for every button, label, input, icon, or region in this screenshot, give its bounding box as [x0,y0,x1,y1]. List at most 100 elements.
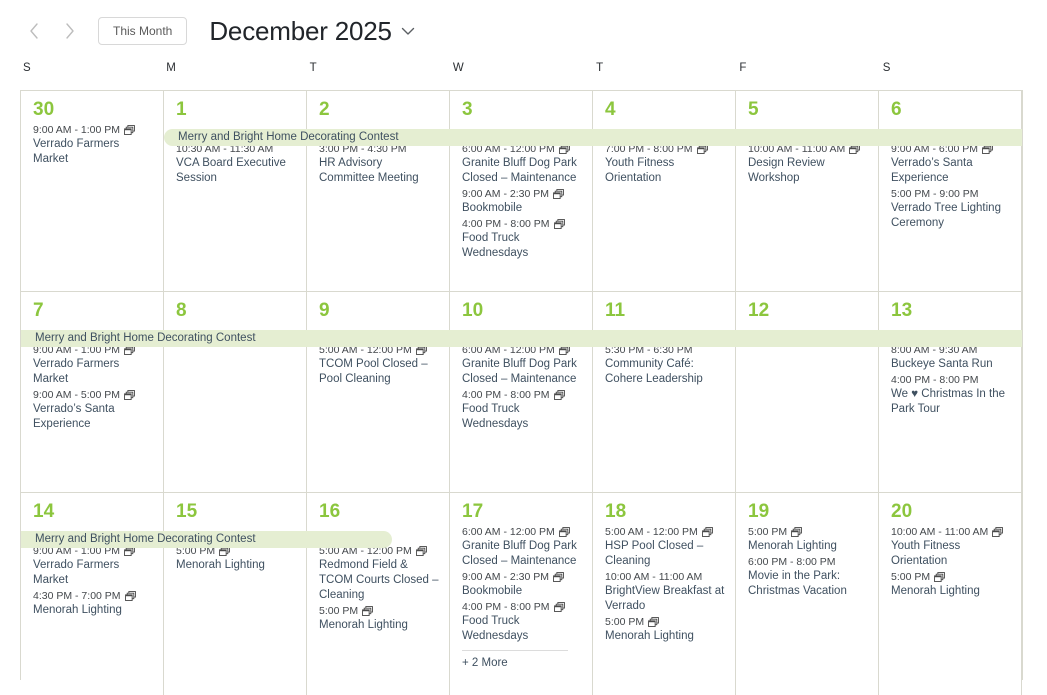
calendar-event[interactable]: 5:00 PM Menorah Lighting [891,570,1011,599]
previous-month-button[interactable] [20,17,48,45]
day-cell-30[interactable]: 30 9:00 AM - 1:00 PM Verrado Farmers Marke… [21,91,164,291]
day-cell-6[interactable]: 6 9:00 AM - 6:00 PM Verrado’s Santa Experi… [879,91,1022,291]
day-number[interactable]: 9 [319,300,330,321]
calendar-event[interactable]: 4:00 PM - 8:00 PM Food Truck Wednesdays [462,217,582,261]
calendar-event[interactable]: 8:00 AM - 9:30 AM Buckeye Santa Run [891,343,1011,372]
day-cell-9[interactable]: 9 5:00 AM - 12:00 PM TCOM Pool Closed – Po… [307,292,450,492]
day-number[interactable]: 4 [605,99,616,120]
day-number[interactable]: 7 [33,300,44,321]
recurring-event-icon [791,526,803,538]
day-number[interactable]: 30 [33,99,55,120]
day-cell-12[interactable]: 12 [736,292,879,492]
day-cell-13[interactable]: 13 8:00 AM - 9:30 AM Buckeye Santa Run 4:00… [879,292,1022,492]
day-number[interactable]: 1 [176,99,187,120]
day-number[interactable]: 3 [462,99,473,120]
calendar-event[interactable]: 4:30 PM - 7:00 PM Menorah Lighting [33,589,153,618]
event-time: 9:00 AM - 2:30 PM [462,570,582,584]
day-number[interactable]: 18 [605,501,627,522]
calendar-event[interactable]: 6:00 AM - 12:00 PM Granite Bluff Dog Park… [462,142,582,186]
calendar-event[interactable]: 10:00 AM - 11:00 AM Youth Fitness Orienta… [891,525,1011,569]
day-cell-7[interactable]: 7 9:00 AM - 1:00 PM Verrado Farmers Market… [21,292,164,492]
day-cell-8[interactable]: 8 [164,292,307,492]
day-number[interactable]: 11 [605,300,626,321]
calendar-event[interactable]: 4:00 PM - 8:00 PM We ♥ Christmas In the P… [891,373,1011,417]
event-title: Buckeye Santa Run [891,358,993,370]
all-day-event-banner[interactable]: Merry and Bright Home Decorating Contest [21,531,392,548]
day-cell-15[interactable]: 15 5:00 PM Menorah Lighting [164,493,307,695]
calendar-event[interactable]: 7:00 PM - 8:00 PM Youth Fitness Orientati… [605,142,725,186]
day-number[interactable]: 2 [319,99,330,120]
calendar-event[interactable]: 9:00 AM - 1:00 PM Verrado Farmers Market [33,544,153,588]
calendar-event[interactable]: 6:00 AM - 12:00 PM Granite Bluff Dog Park… [462,343,582,387]
day-cell-18[interactable]: 18 5:00 AM - 12:00 PM HSP Pool Closed – Cl… [593,493,736,695]
calendar-event[interactable]: 10:00 AM - 11:00 AM BrightView Breakfast … [605,570,725,614]
this-month-button[interactable]: This Month [98,17,188,45]
calendar-event[interactable]: 6:00 AM - 12:00 PM Granite Bluff Dog Park… [462,525,582,569]
day-cell-4[interactable]: 4 7:00 PM - 8:00 PM Youth Fitness Orientat… [593,91,736,291]
calendar-event[interactable]: 5:00 AM - 12:00 PM HSP Pool Closed – Clea… [605,525,725,569]
day-cell-10[interactable]: 10 6:00 AM - 12:00 PM Granite Bluff Dog Pa… [450,292,593,492]
calendar-event[interactable]: 5:00 AM - 12:00 PM Redmond Field & TCOM C… [319,544,439,603]
day-cell-5[interactable]: 5 10:00 AM - 11:00 AM Design Review Worksh… [736,91,879,291]
event-title: Verrado’s Santa Experience [33,403,115,430]
calendar-week-row: 14 9:00 AM - 1:00 PM Verrado Farmers Marke… [21,493,1022,695]
day-number[interactable]: 5 [748,99,759,120]
event-title: Verrado Farmers Market [33,358,120,385]
day-number[interactable]: 13 [891,300,913,321]
day-number[interactable]: 15 [176,501,198,522]
month-selector[interactable]: December 2025 [209,16,414,47]
day-number[interactable]: 19 [748,501,770,522]
calendar-event[interactable]: 5:00 AM - 12:00 PM TCOM Pool Closed – Poo… [319,343,439,387]
day-cell-3[interactable]: 3 6:00 AM - 12:00 PM Granite Bluff Dog Par… [450,91,593,291]
day-number[interactable]: 16 [319,501,341,522]
day-number[interactable]: 6 [891,99,902,120]
all-day-event-banner[interactable]: Merry and Bright Home Decorating Contest [21,330,1022,347]
event-time: 4:30 PM - 7:00 PM [33,589,153,603]
calendar-event[interactable]: 5:30 PM - 6:30 PM Community Café: Cohere … [605,343,725,387]
day-cell-1[interactable]: 1 10:30 AM - 11:30 AM VCA Board Executive … [164,91,307,291]
day-cell-14[interactable]: 14 9:00 AM - 1:00 PM Verrado Farmers Marke… [21,493,164,695]
calendar-event[interactable]: 3:00 PM - 4:30 PM HR Advisory Committee M… [319,142,439,186]
calendar-event[interactable]: 5:00 PM Menorah Lighting [605,615,725,644]
next-month-button[interactable] [56,17,84,45]
day-cell-16[interactable]: 16 5:00 AM - 12:00 PM Redmond Field & TCOM… [307,493,450,695]
calendar-event[interactable]: 9:00 AM - 1:00 PM Verrado Farmers Market [33,123,153,167]
calendar-event[interactable]: 10:30 AM - 11:30 AM VCA Board Executive S… [176,142,296,186]
day-cell-2[interactable]: 2 3:00 PM - 4:30 PM HR Advisory Committee … [307,91,450,291]
event-title: Granite Bluff Dog Park Closed – Maintena… [462,540,577,567]
event-time: 10:30 AM - 11:30 AM [176,143,274,155]
day-cell-17[interactable]: 17 6:00 AM - 12:00 PM Granite Bluff Dog Pa… [450,493,593,695]
weekday-label-4: T [596,62,604,74]
calendar-event[interactable]: 5:00 PM Menorah Lighting [748,525,868,554]
day-number[interactable]: 8 [176,300,187,321]
day-number[interactable]: 14 [33,501,55,522]
calendar-event[interactable]: 9:00 AM - 2:30 PM Bookmobile [462,187,582,216]
all-day-event-banner[interactable]: Merry and Bright Home Decorating Contest [164,129,1022,146]
day-number[interactable]: 12 [748,300,770,321]
day-cell-19[interactable]: 19 5:00 PM Menorah Lighting 6:00 PM - 8:00 … [736,493,879,695]
event-list: 3:00 PM - 4:30 PM HR Advisory Committee M… [319,142,439,186]
event-time: 5:00 PM [891,570,1011,584]
event-list: 5:00 AM - 12:00 PM Redmond Field & TCOM C… [319,544,439,633]
event-title: Verrado Tree Lighting Ceremony [891,202,1001,229]
calendar-event[interactable]: 9:00 AM - 6:00 PM Verrado’s Santa Experie… [891,142,1011,186]
day-number[interactable]: 20 [891,501,913,522]
calendar-event[interactable]: 9:00 AM - 5:00 PM Verrado’s Santa Experie… [33,388,153,432]
calendar-event[interactable]: 5:00 PM Menorah Lighting [176,544,296,573]
calendar-event[interactable]: 4:00 PM - 8:00 PM Food Truck Wednesdays [462,600,582,644]
calendar-event[interactable]: 10:00 AM - 11:00 AM Design Review Worksho… [748,142,868,186]
day-cell-20[interactable]: 20 10:00 AM - 11:00 AM Youth Fitness Orien… [879,493,1022,695]
day-cell-11[interactable]: 11 5:30 PM - 6:30 PM Community Café: Coher… [593,292,736,492]
event-list: 5:00 PM Menorah Lighting 6:00 PM - 8:00 PM… [748,525,868,599]
calendar-event[interactable]: 6:00 PM - 8:00 PM Movie in the Park: Chri… [748,555,868,599]
recurring-event-icon [648,616,660,628]
calendar-event[interactable]: 5:00 PM - 9:00 PM Verrado Tree Lighting C… [891,187,1011,231]
day-number[interactable]: 17 [462,501,484,522]
day-number[interactable]: 10 [462,300,484,321]
calendar-event[interactable]: 9:00 AM - 1:00 PM Verrado Farmers Market [33,343,153,387]
event-time: 4:00 PM - 8:00 PM [462,600,582,614]
calendar-event[interactable]: 4:00 PM - 8:00 PM Food Truck Wednesdays [462,388,582,432]
calendar-event[interactable]: 5:00 PM Menorah Lighting [319,604,439,633]
calendar-event[interactable]: 9:00 AM - 2:30 PM Bookmobile [462,570,582,599]
more-events-link[interactable]: + 2 More [462,657,508,669]
